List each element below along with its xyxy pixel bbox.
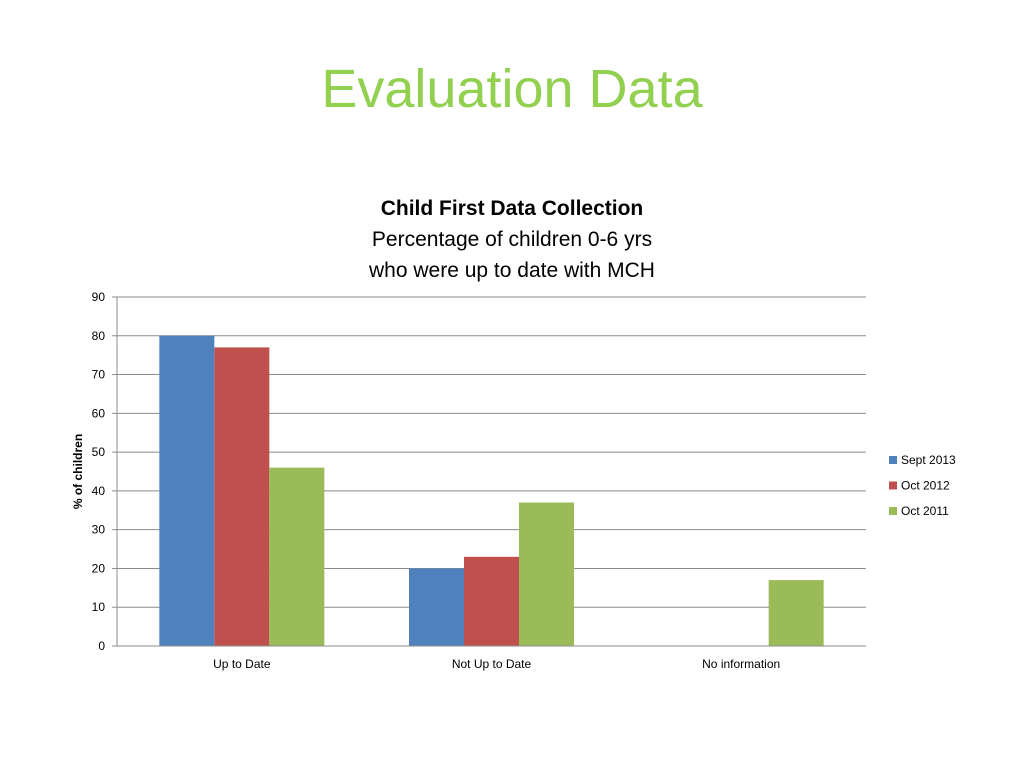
y-tick-label: 70 [92, 368, 106, 382]
y-axis-label: % of children [71, 434, 85, 509]
bar [214, 347, 270, 646]
y-tick-label: 0 [98, 639, 105, 653]
legend-swatch [889, 456, 897, 464]
y-tick-label: 10 [92, 600, 106, 614]
bar [519, 502, 574, 646]
bar [768, 580, 824, 646]
bar [159, 335, 215, 646]
y-tick-label: 90 [92, 290, 106, 304]
bar [464, 556, 519, 646]
y-tick-label: 80 [92, 329, 106, 343]
y-tick-label: 30 [92, 523, 106, 537]
bar [409, 568, 464, 646]
slide-title: Evaluation Data [321, 59, 703, 119]
y-tick-label: 40 [92, 484, 106, 498]
legend-label: Oct 2011 [901, 504, 949, 518]
legend-swatch [889, 481, 897, 490]
y-tick-label: 50 [92, 445, 106, 459]
chart-subtitle-line-2: who were up to date with MCH [369, 259, 655, 282]
legend-label: Sept 2013 [901, 453, 956, 467]
y-tick-label: 20 [92, 561, 106, 575]
bar [269, 467, 325, 646]
x-tick-label: Not Up to Date [452, 657, 532, 671]
chart-title-block: Child First Data Collection Percentage o… [212, 193, 812, 286]
x-tick-label: Up to Date [213, 657, 271, 671]
legend-label: Oct 2012 [901, 479, 950, 493]
y-tick-label: 60 [92, 406, 106, 420]
chart-subtitle-line-1: Percentage of children 0-6 yrs [371, 228, 653, 251]
legend-swatch [889, 507, 897, 515]
x-tick-label: No information [702, 657, 780, 671]
chart-title: Child First Data Collection [380, 197, 644, 220]
